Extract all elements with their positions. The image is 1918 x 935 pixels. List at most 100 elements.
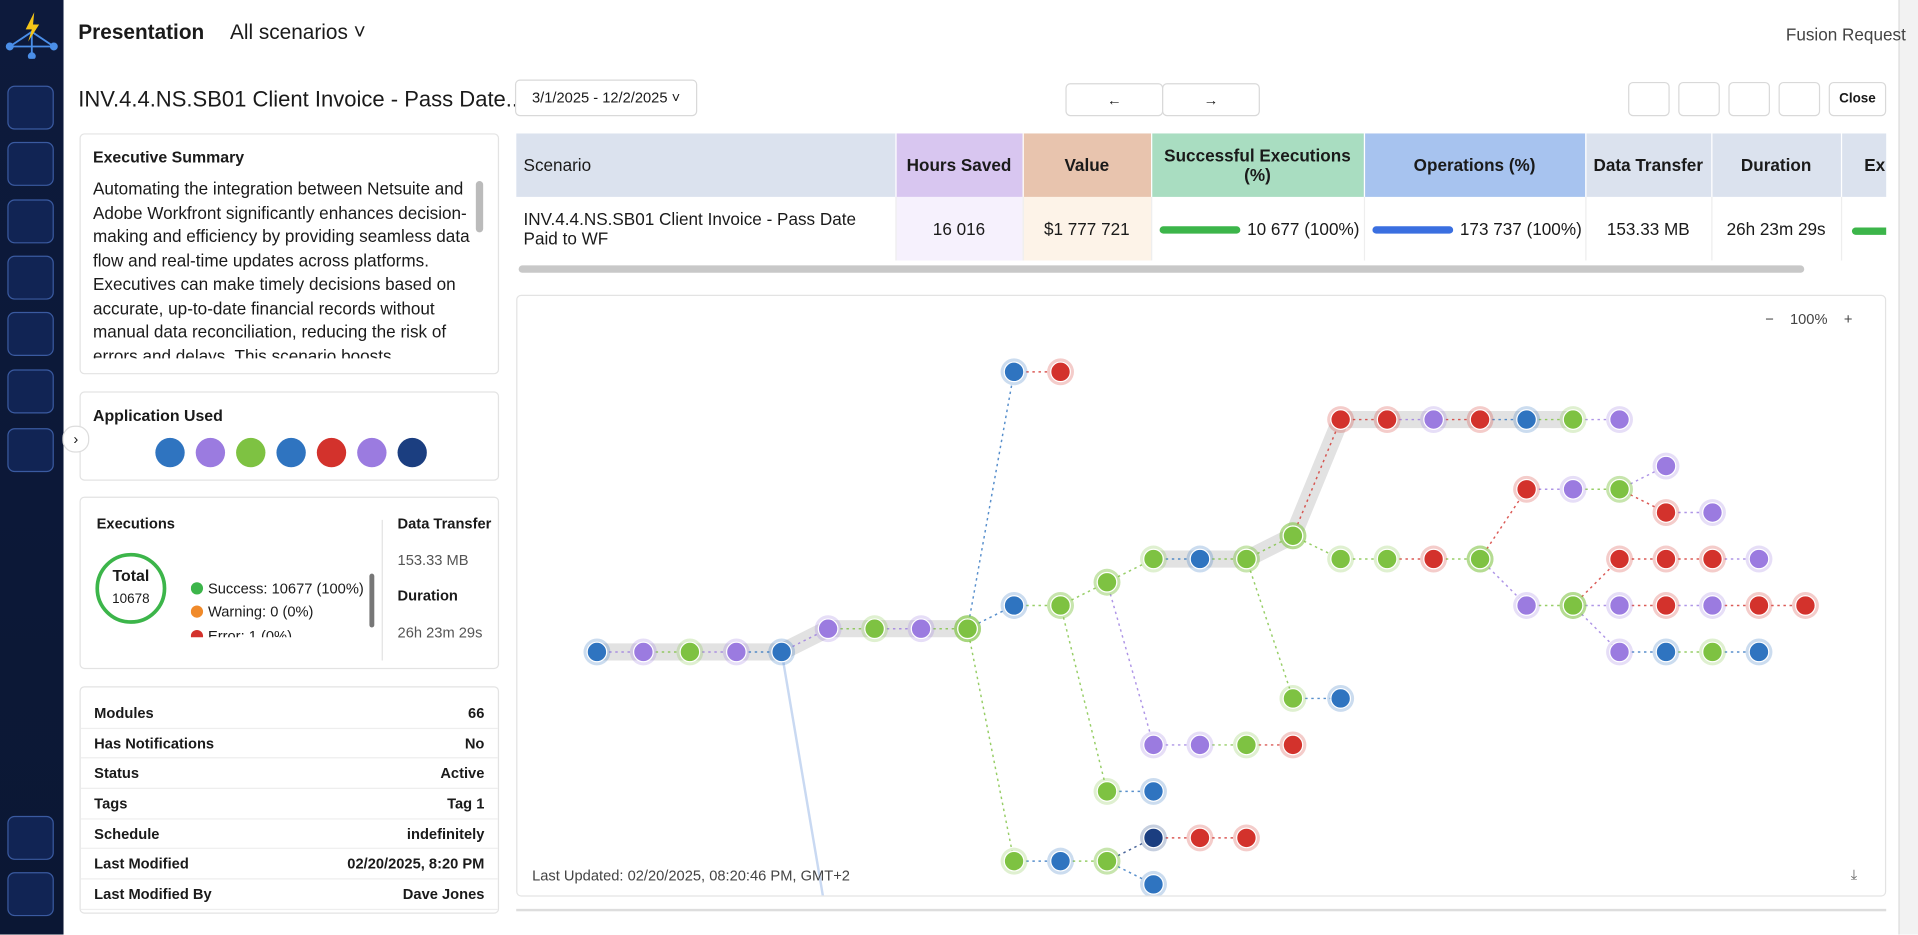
- summary-panel: Executive Summary Automating the integra…: [79, 133, 500, 375]
- nav-button[interactable]: [7, 255, 54, 300]
- cell-text: 173 737 (100%): [1459, 218, 1582, 239]
- legend-item: Success: 10677 (100%): [190, 576, 364, 600]
- expand-button[interactable]: ›: [62, 425, 90, 453]
- page-title: Presentation: [78, 20, 205, 45]
- module-node: [1609, 641, 1630, 663]
- table-cell: 153.33 MB: [1585, 196, 1712, 261]
- connector: [966, 371, 1015, 629]
- table-wrap: Scenario Hours Saved Value Successful Execu…: [516, 133, 1887, 261]
- module-node: [1702, 502, 1723, 523]
- module-node: [1189, 548, 1211, 570]
- nav-button[interactable]: [7, 141, 54, 186]
- next-button[interactable]: →: [1162, 83, 1260, 117]
- scrollbar: [1898, 0, 1918, 935]
- theme-button[interactable]: [7, 815, 54, 860]
- scroll-thumb: [475, 181, 484, 233]
- nav-button[interactable]: [7, 199, 54, 244]
- column-header: Data Transfer: [1585, 133, 1712, 197]
- connector: [1059, 605, 1108, 792]
- module-node: [1702, 548, 1723, 570]
- executions-title: Executions: [96, 514, 175, 533]
- close-button[interactable]: Close: [1828, 81, 1887, 117]
- execution-legend: Success: 10677 (100%) Warning: 0 (0%) Erro…: [190, 576, 364, 638]
- tag-button[interactable]: [1628, 81, 1670, 117]
- detail-row: Last Modified 02/20/2025, 8:20 PM: [80, 849, 498, 880]
- module-node: [1189, 827, 1211, 849]
- module-node: [1795, 595, 1816, 616]
- module-node: [1330, 688, 1352, 709]
- download-button[interactable]: ⤓: [1850, 866, 1858, 884]
- last-updated: Last Updated: 02/20/2025, 08:20:46 PM, G…: [532, 867, 850, 885]
- module-node: [1655, 548, 1677, 570]
- module-node: [1330, 409, 1352, 430]
- capture-button[interactable]: [1778, 81, 1821, 117]
- detail-label: Last Modified: [94, 855, 189, 873]
- cell-text: 26h 23m 29s: [1726, 218, 1826, 239]
- legend-item: Error: 1 (0%): [190, 624, 364, 638]
- total-label: Total: [112, 566, 150, 585]
- cell-text: $1 777 721: [1043, 218, 1130, 239]
- module-node: [1423, 409, 1444, 430]
- legend-text: Warning: 0 (0%): [207, 603, 314, 621]
- scroll-thumb: [369, 573, 375, 628]
- nav-button[interactable]: [7, 428, 54, 473]
- scenario-select[interactable]: All scenarios ˅: [229, 20, 366, 45]
- module-node: [1143, 873, 1164, 895]
- cell-text: 10 677 (100%): [1247, 218, 1360, 239]
- apps-title: Application Used: [92, 406, 223, 425]
- module-node: [1236, 734, 1257, 756]
- scenario-title: INV.4.4.NS.SB01 Client Invoice - Pass Da…: [78, 86, 525, 112]
- detail-label: Tags: [94, 794, 128, 813]
- summary-text: Automating the integration between Netsu…: [92, 178, 470, 359]
- module-node: [1143, 827, 1164, 849]
- menu-button[interactable]: [7, 85, 54, 130]
- data-row: INV.4.4.NS.SB01 Client Invoice - Pass Da…: [516, 196, 1887, 261]
- module-node: [1236, 548, 1257, 570]
- module-node: [1096, 781, 1118, 802]
- duration-label: Duration: [397, 587, 458, 605]
- module-node: [1516, 409, 1537, 430]
- prev-button[interactable]: ←: [1065, 83, 1164, 117]
- module-node: [1516, 478, 1537, 500]
- comment-button[interactable]: [1728, 81, 1770, 117]
- logo: [5, 12, 58, 59]
- module-node: [1562, 595, 1584, 616]
- tool-button[interactable]: [1678, 81, 1720, 117]
- date-range[interactable]: 3/1/2025 - 12/2/2025 ˅: [514, 79, 698, 117]
- module-node: [1748, 548, 1770, 570]
- module-node: [1423, 548, 1444, 570]
- cell-text: INV.4.4.NS.SB01 Client Invoice - Pass Da…: [523, 208, 857, 249]
- module-node: [1096, 571, 1118, 593]
- diagram-panel: − 100% + Last Updated: 02/20/2025, 08:20…: [516, 294, 1887, 897]
- detail-label: Schedule: [94, 825, 160, 843]
- fusion-request[interactable]: Fusion Request: [1785, 24, 1906, 45]
- module-node: [1469, 409, 1491, 430]
- module-node: [1748, 595, 1770, 616]
- table-cell: $1 777 721: [1022, 196, 1152, 261]
- profile-button[interactable]: [7, 872, 54, 917]
- zoom-controls: − 100% +: [1765, 310, 1853, 328]
- module-node: [1609, 548, 1630, 570]
- module-node: [1143, 734, 1164, 756]
- detail-row: Has Notifications No: [80, 729, 498, 759]
- connector: [1479, 558, 1528, 607]
- table-cell: [1840, 196, 1887, 261]
- module-node: [1702, 641, 1723, 663]
- module-node: [1282, 734, 1304, 756]
- module-node: [1609, 478, 1630, 500]
- connector: [1106, 582, 1155, 746]
- detail-value: indefinitely: [406, 825, 485, 843]
- module-node: [1282, 688, 1304, 709]
- module-node: [1282, 525, 1304, 547]
- table-cell: 26h 23m 29s: [1711, 196, 1842, 261]
- nav-button[interactable]: [7, 311, 54, 356]
- module-node: [957, 618, 978, 640]
- column-header: Duration: [1711, 133, 1842, 197]
- module-node: [910, 618, 932, 640]
- module-node: [1236, 827, 1257, 849]
- nav-button[interactable]: [7, 369, 54, 414]
- table-cell: 10 677 (100%): [1151, 196, 1365, 261]
- connector: [1479, 488, 1528, 560]
